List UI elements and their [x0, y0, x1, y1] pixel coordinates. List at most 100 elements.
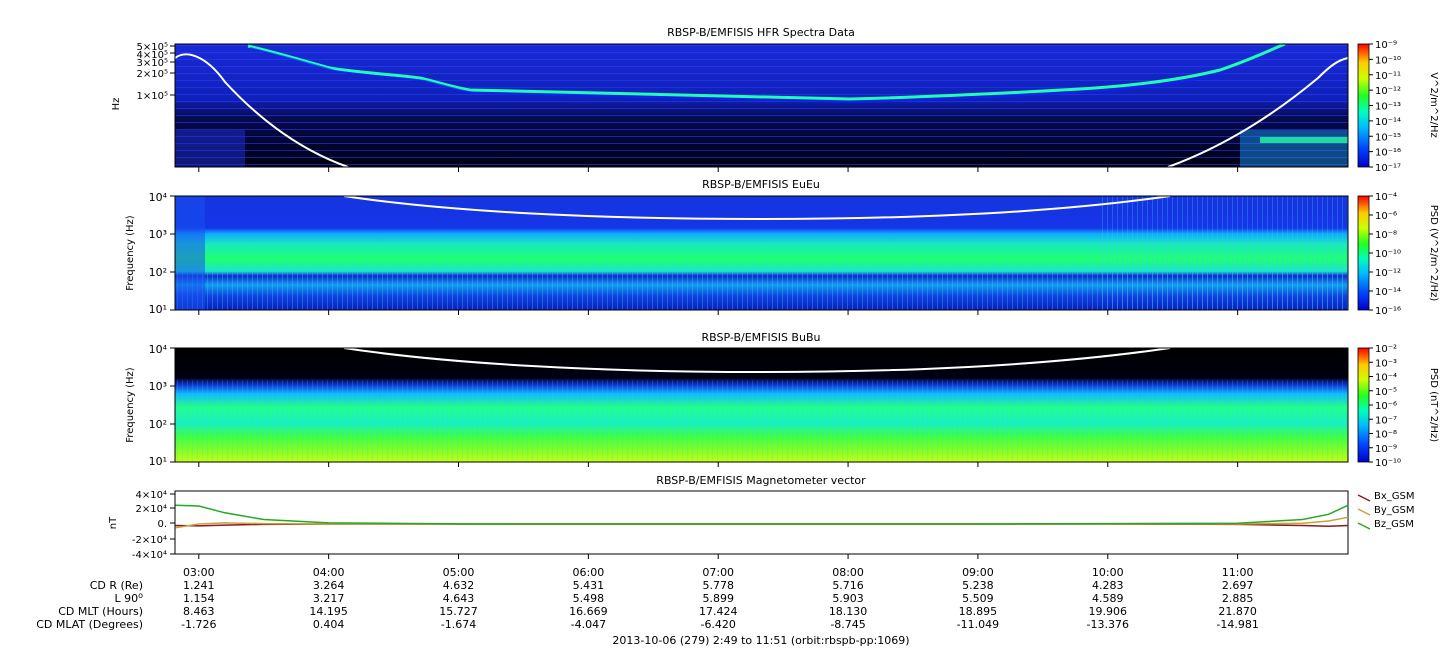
hfr-ytick-label: 4×10⁵	[137, 50, 168, 61]
eueu-colorbar-label: PSD (V^2/m^2/Hz)	[1428, 205, 1439, 302]
ephemeris-value: 14.195	[309, 605, 348, 618]
ephemeris-value: -11.049	[957, 618, 999, 631]
time-tick-label: 03:00	[183, 566, 215, 579]
colorbar-tick-label: 10⁻¹⁰	[1375, 249, 1401, 260]
hfr-panel: RBSP-B/EMFISIS HFR Spectra Data 5×10⁵ 4×…	[111, 26, 1439, 174]
ephemeris-value: 15.727	[439, 605, 478, 618]
colorbar-tick-label: 10⁻¹¹	[1375, 71, 1401, 82]
mag-title: RBSP-B/EMFISIS Magnetometer vector	[656, 474, 866, 487]
eueu-ytick-label: 10⁴	[149, 191, 168, 204]
ephemeris-label-l: L 90o	[114, 591, 143, 605]
bubu-streaks	[175, 380, 1348, 462]
ephemeris-value: 5.899	[702, 592, 734, 605]
ephemeris-value: -8.745	[830, 618, 865, 631]
legend-swatch	[1357, 494, 1371, 502]
ephemeris-value: 5.903	[832, 592, 864, 605]
ephemeris-value: 19.906	[1089, 605, 1128, 618]
mag-legend: Bx_GSM By_GSM Bz_GSM	[1357, 491, 1415, 530]
bubu-colorbar-ticks: 10⁻² 10⁻³ 10⁻⁴ 10⁻⁵ 10⁻⁶ 10⁻⁷ 10⁻⁸ 10⁻⁹ 10⁻¹⁰	[1369, 344, 1401, 469]
ephemeris-value: 1.241	[183, 579, 215, 592]
colorbar-tick-label: 10⁻⁷	[1375, 415, 1397, 426]
colorbar-tick-label: 10⁻⁵	[1375, 387, 1397, 398]
colorbar-tick-label: 10⁻⁶	[1375, 211, 1397, 222]
ephemeris-value: 5.498	[573, 592, 605, 605]
ephemeris-label-mlt: CD MLT (Hours)	[58, 605, 143, 618]
mag-ytick-label: -2×10⁴	[132, 535, 167, 546]
colorbar-tick-label: 10⁻¹⁷	[1375, 163, 1401, 174]
ephemeris-values: 1.241 3.264 4.632 5.431 5.778 5.716 5.238 4.283…	[181, 579, 1259, 631]
colorbar-tick-label: 10⁻¹⁰	[1375, 55, 1401, 66]
bubu-ytick-label: 10²	[149, 418, 167, 431]
colorbar-tick-label: 10⁻¹⁶	[1375, 306, 1401, 317]
hfr-ytick-label: 3×10⁵	[137, 58, 168, 69]
time-tick-label: 06:00	[573, 566, 605, 579]
ephemeris-value: 17.424	[699, 605, 738, 618]
hfr-fce-curve	[174, 53, 1349, 168]
ephemeris-value: 0.404	[313, 618, 345, 631]
bubu-ytick-label: 10³	[149, 380, 167, 393]
ephemeris-label-l-sup: o	[138, 591, 143, 600]
ephemeris-value: 8.463	[183, 605, 215, 618]
colorbar-tick-label: 10⁻¹³	[1375, 102, 1401, 113]
colorbar-tick-label: 10⁻⁴	[1375, 373, 1397, 384]
ephemeris-labels: CD R (Re) L 90o CD MLT (Hours) CD MLAT (…	[36, 579, 143, 631]
hfr-ytick-label: 1×10⁵	[137, 91, 168, 102]
ephemeris-label-r: CD R (Re)	[90, 579, 143, 592]
time-tick-label: 05:00	[443, 566, 475, 579]
time-tick-label: 10:00	[1092, 566, 1124, 579]
hfr-frame	[174, 43, 1349, 168]
colorbar-tick-label: 10⁻²	[1375, 344, 1397, 355]
bubu-ytick-label: 10⁴	[149, 343, 168, 356]
ephemeris-value: 4.643	[443, 592, 475, 605]
hfr-ylabel: Hz	[111, 98, 122, 111]
ephemeris-value: 5.431	[573, 579, 605, 592]
hfr-yaxis: 5×10⁵ 4×10⁵ 3×10⁵ 2×10⁵ 1×10⁵ Hz	[111, 42, 175, 110]
legend-entry: By_GSM	[1374, 505, 1415, 516]
bubu-yaxis: 10⁴ 10³ 10² 10¹ Frequency (Hz)	[125, 343, 175, 468]
time-tick-label: 11:00	[1222, 566, 1254, 579]
ephemeris-value: 4.589	[1092, 592, 1124, 605]
eueu-ytick-label: 10³	[149, 228, 167, 241]
mag-ytick-label: 4×10⁴	[136, 490, 167, 501]
eueu-ylabel: Frequency (Hz)	[125, 215, 136, 291]
eueu-fce-curve	[343, 195, 1171, 221]
hfr-upper-hybrid-band	[247, 42, 1286, 101]
bubu-ytick-label: 10¹	[149, 455, 167, 468]
ephemeris-label-mlat: CD MLAT (Degrees)	[36, 618, 143, 631]
eueu-ytick-label: 10²	[149, 266, 167, 279]
ephemeris-value: 18.895	[959, 605, 998, 618]
eueu-yaxis: 10⁴ 10³ 10² 10¹ Frequency (Hz)	[125, 191, 175, 316]
hfr-colorbar-label: V^2/m^2/Hz	[1428, 72, 1439, 138]
bubu-panel: RBSP-B/EMFISIS BuBu 10⁴ 10³ 10² 10¹ Freq…	[125, 331, 1439, 469]
time-tick-label: 07:00	[702, 566, 734, 579]
colorbar-tick-label: 10⁻¹⁰	[1375, 458, 1401, 469]
bubu-colorbar	[1357, 347, 1370, 463]
time-tick-label: 08:00	[832, 566, 864, 579]
mag-series	[175, 504, 1349, 529]
colorbar-tick-label: 10⁻⁴	[1375, 192, 1397, 203]
hfr-colorbar	[1357, 43, 1370, 168]
mag-ytick-label: -4×10⁴	[132, 550, 167, 561]
bubu-ylabel: Frequency (Hz)	[125, 367, 136, 443]
hfr-ytick-label: 5×10⁵	[137, 42, 168, 53]
colorbar-tick-label: 10⁻¹²	[1375, 86, 1401, 97]
hfr-noise-right	[1240, 130, 1348, 167]
legend-swatch	[1357, 508, 1371, 516]
hfr-colorbar-ticks: 10⁻⁹ 10⁻¹⁰ 10⁻¹¹ 10⁻¹² 10⁻¹³ 10⁻¹⁴ 10⁻¹⁵ 10⁻¹⁶ 1…	[1369, 40, 1401, 174]
ephemeris-value: 3.217	[313, 592, 345, 605]
colorbar-tick-label: 10⁻⁸	[1375, 230, 1397, 241]
ephemeris-value: 5.778	[702, 579, 734, 592]
eueu-frame	[174, 195, 1349, 311]
hfr-title: RBSP-B/EMFISIS HFR Spectra Data	[667, 26, 855, 39]
colorbar-tick-label: 10⁻⁹	[1375, 444, 1397, 455]
ephemeris-value: 1.154	[183, 592, 215, 605]
time-tick-label: 09:00	[962, 566, 994, 579]
hfr-band-lines	[175, 44, 1348, 167]
ephemeris-value: 3.264	[313, 579, 345, 592]
footer-caption: 2013-10-06 (279) 2:49 to 11:51 (orbit:rb…	[612, 634, 909, 647]
ephemeris-value: -4.047	[571, 618, 606, 631]
colorbar-tick-label: 10⁻¹⁴	[1375, 117, 1401, 128]
colorbar-tick-label: 10⁻⁸	[1375, 430, 1397, 441]
bubu-fce-curve	[343, 347, 1171, 374]
eueu-colorbar-ticks: 10⁻⁴ 10⁻⁶ 10⁻⁸ 10⁻¹⁰ 10⁻¹² 10⁻¹⁴ 10⁻¹⁶	[1369, 192, 1401, 317]
